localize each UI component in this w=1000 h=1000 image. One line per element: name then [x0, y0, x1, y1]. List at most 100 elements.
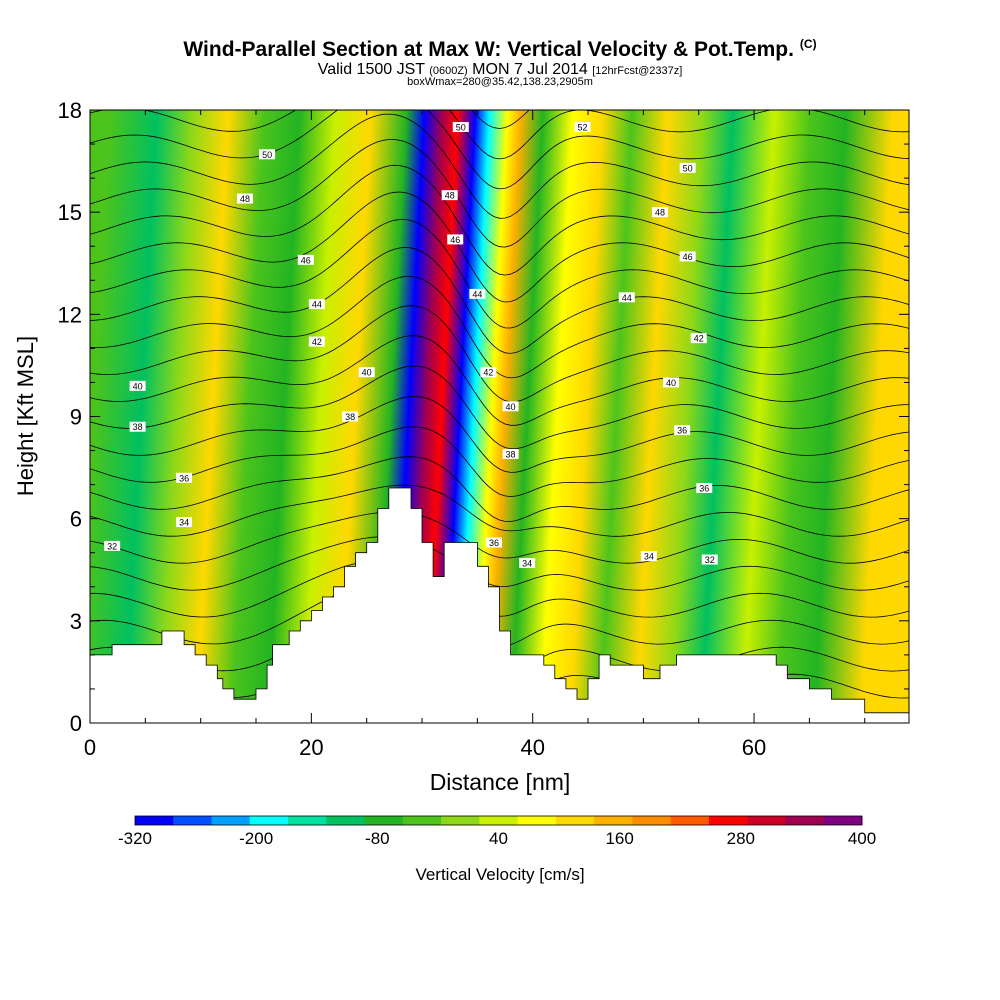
contour-label-box — [618, 292, 635, 303]
colorbar-tick-label: -200 — [239, 829, 273, 848]
y-axis-label: Height [Kft MSL] — [13, 336, 38, 496]
contour-label: 36 — [696, 483, 713, 494]
colorbar: -320 -200 -80 40 160 280 400 — [118, 815, 876, 848]
contour-label: 32 — [104, 540, 121, 551]
contour-label: 40 — [663, 377, 680, 388]
contour-label-text: 46 — [683, 252, 693, 262]
theta-contour-line — [90, 484, 909, 537]
contour-label: 46 — [679, 251, 696, 262]
contour-label-text: 50 — [456, 123, 466, 133]
y-tick-label: 9 — [70, 405, 82, 430]
colorbar-swatch — [708, 816, 748, 825]
colorbar-swatch — [785, 816, 825, 825]
x-tick-label: 20 — [299, 735, 323, 760]
valid-zulu: (0600Z) — [429, 65, 468, 77]
velocity-field — [90, 110, 909, 723]
theta-contour-line — [90, 139, 909, 248]
colorbar-swatch — [823, 816, 863, 825]
velocity-field-fill — [90, 110, 909, 723]
theta-contour-line — [90, 110, 909, 160]
theta-contour-line — [90, 113, 909, 219]
contour-label: 44 — [308, 299, 325, 310]
terrain — [89, 487, 910, 724]
contour-label: 42 — [308, 336, 325, 347]
x-tick-label: 60 — [742, 735, 766, 760]
x-tick-label: 0 — [84, 735, 96, 760]
contour-label-text: 32 — [705, 555, 715, 565]
colorbar-swatch — [747, 816, 786, 825]
contour-label-box — [480, 367, 497, 378]
contour-label-box — [502, 401, 519, 412]
colorbar-swatch — [479, 816, 519, 825]
contour-label: 52 — [574, 122, 591, 133]
theta-contour-line — [470, 110, 530, 129]
contour-label-box — [651, 207, 668, 218]
contour-label: 38 — [342, 411, 359, 422]
contour-label: 48 — [651, 207, 668, 218]
y-tick-label: 0 — [70, 711, 82, 736]
forecast-info: [12hrFcst@2337z] — [592, 65, 683, 77]
contour-label-box — [679, 251, 696, 262]
contour-label-text: 42 — [694, 334, 704, 344]
contour-label-box — [663, 377, 680, 388]
contour-label-box — [679, 162, 696, 173]
theta-contour-line — [90, 305, 909, 403]
contour-label: 38 — [129, 421, 146, 432]
box-info: boxWmax=280@35.42,138.23,2905m — [407, 76, 593, 88]
theta-contour-line — [90, 164, 909, 276]
contour-label: 50 — [259, 149, 276, 160]
contour-label-text: 42 — [483, 368, 493, 378]
contour-label-box — [574, 122, 591, 133]
contour-label: 36 — [674, 425, 691, 436]
contour-label-box — [297, 254, 314, 265]
contour-label: 44 — [469, 288, 486, 299]
colorbar-swatch — [288, 816, 327, 825]
y-tick-label: 6 — [70, 507, 82, 532]
contour-label-box — [104, 540, 121, 551]
contour-label-box — [519, 557, 536, 568]
contour-label-text: 46 — [450, 235, 460, 245]
y-tick-label: 3 — [70, 609, 82, 634]
contour-label-text: 36 — [699, 484, 709, 494]
contour-label-text: 48 — [240, 194, 250, 204]
contour-label: 42 — [690, 333, 707, 344]
contour-label-text: 40 — [666, 378, 676, 388]
contour-label: 46 — [447, 234, 464, 245]
contour-label-text: 38 — [345, 412, 355, 422]
contour-label: 32 — [701, 554, 718, 565]
copyright-mark: (C) — [799, 37, 817, 51]
x-tick-label: 40 — [520, 735, 544, 760]
colorbar-frame — [134, 815, 863, 826]
contour-label-text: 36 — [489, 538, 499, 548]
contour-label-text: 50 — [262, 150, 272, 160]
contour-label-text: 44 — [312, 300, 322, 310]
contour-label-text: 40 — [506, 402, 516, 412]
contour-label-box — [129, 380, 146, 391]
colorbar-swatch — [441, 816, 480, 825]
contour-label-box — [129, 421, 146, 432]
theta-contour-line — [90, 396, 909, 473]
theta-contour-line — [90, 456, 909, 522]
contour-label-text: 32 — [107, 541, 117, 551]
y-tick-label: 18 — [58, 98, 82, 123]
contour-label-box — [701, 554, 718, 565]
colorbar-swatch — [135, 816, 174, 825]
contour-label: 44 — [618, 292, 635, 303]
contour-label-box — [640, 551, 657, 562]
contour-label: 50 — [679, 162, 696, 173]
colorbar-swatch — [364, 816, 404, 825]
contour-label-box — [259, 149, 276, 160]
contour-label: 48 — [236, 193, 253, 204]
contour-label: 34 — [176, 517, 193, 528]
theta-contour-line — [90, 426, 909, 498]
colorbar-swatch — [517, 816, 557, 825]
theta-contour-line — [90, 219, 909, 329]
contour-label-box — [441, 190, 458, 201]
colorbar-swatch — [670, 816, 710, 825]
valid-time-line: Valid 1500 JST (0600Z) MON 7 Jul 2014 [1… — [0, 61, 1000, 79]
contour-label-box — [502, 448, 519, 459]
contour-label: 40 — [129, 380, 146, 391]
contour-label-box — [236, 193, 253, 204]
contour-label-text: 36 — [179, 473, 189, 483]
